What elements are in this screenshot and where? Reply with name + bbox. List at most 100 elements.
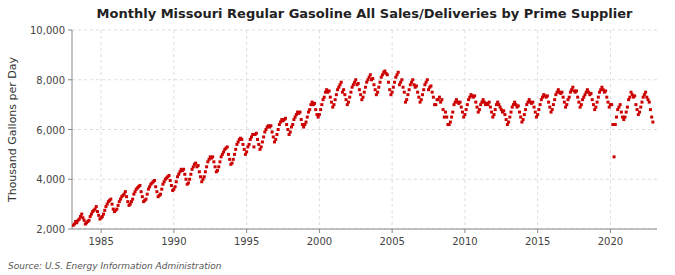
- x-axis-line: [72, 229, 657, 230]
- grid-line: [246, 30, 247, 229]
- point: [233, 153, 236, 156]
- point: [640, 101, 643, 104]
- tick-mark: [101, 229, 102, 233]
- point: [275, 133, 278, 136]
- point: [387, 81, 390, 84]
- tick-label: 2010: [452, 236, 477, 247]
- point: [141, 195, 144, 198]
- point: [144, 198, 147, 201]
- point: [187, 181, 190, 184]
- point: [203, 175, 206, 178]
- point: [241, 143, 244, 146]
- tick-label: 10,000: [30, 25, 65, 36]
- tick-mark: [537, 229, 538, 233]
- point: [591, 98, 594, 101]
- tick-mark: [319, 229, 320, 233]
- grid-line: [72, 229, 657, 230]
- point: [291, 123, 294, 126]
- grid-line: [392, 30, 393, 229]
- point: [451, 111, 454, 114]
- point: [416, 91, 419, 94]
- point: [405, 98, 408, 101]
- point: [426, 78, 429, 81]
- point: [314, 108, 317, 111]
- point: [248, 143, 251, 146]
- point: [509, 111, 512, 114]
- point: [552, 103, 555, 106]
- point: [285, 123, 288, 126]
- point: [445, 116, 448, 119]
- point: [623, 116, 626, 119]
- title: Monthly Missouri Regular Gasoline All Sa…: [97, 6, 633, 21]
- point: [406, 93, 409, 96]
- point: [649, 108, 652, 111]
- point: [289, 130, 292, 133]
- point: [168, 174, 171, 177]
- point: [604, 89, 607, 92]
- point: [329, 96, 332, 99]
- point: [298, 111, 301, 114]
- point: [262, 135, 265, 138]
- point: [87, 219, 90, 222]
- point: [308, 108, 311, 111]
- point: [415, 84, 418, 87]
- point: [328, 89, 331, 92]
- point: [610, 103, 613, 106]
- grid-line: [173, 30, 174, 229]
- point: [256, 138, 259, 141]
- point: [205, 165, 208, 168]
- point: [354, 78, 357, 81]
- point: [377, 86, 380, 89]
- point: [160, 188, 163, 191]
- tick-mark: [610, 229, 611, 233]
- tick-label: 2005: [379, 236, 404, 247]
- point: [182, 168, 185, 171]
- point: [422, 88, 425, 91]
- point: [536, 113, 539, 116]
- tick-mark: [246, 229, 247, 233]
- point: [131, 198, 134, 201]
- point: [590, 92, 593, 95]
- point: [231, 162, 234, 165]
- tick-mark: [68, 229, 72, 230]
- point: [115, 208, 118, 211]
- point: [125, 195, 128, 198]
- grid-line: [72, 129, 657, 130]
- point: [397, 71, 400, 74]
- point: [507, 121, 510, 124]
- point: [318, 113, 321, 116]
- point: [518, 111, 521, 114]
- point: [473, 94, 476, 97]
- point: [102, 213, 105, 216]
- point: [638, 111, 641, 114]
- point: [358, 88, 361, 91]
- grid-line: [72, 179, 657, 180]
- point: [277, 128, 280, 131]
- point: [184, 178, 187, 181]
- point: [159, 193, 162, 196]
- point: [619, 103, 622, 106]
- point: [634, 103, 637, 106]
- point: [400, 78, 403, 81]
- point: [109, 198, 112, 201]
- point: [227, 153, 230, 156]
- point: [575, 89, 578, 92]
- point: [232, 158, 235, 161]
- point: [335, 93, 338, 96]
- point: [174, 185, 177, 188]
- point: [392, 86, 395, 89]
- tick-mark: [68, 179, 72, 180]
- axes: 2,0004,0006,0008,00010,00019851990199520…: [30, 25, 657, 247]
- point: [429, 84, 432, 87]
- point: [211, 155, 214, 158]
- point: [357, 82, 360, 85]
- point: [284, 117, 287, 120]
- point: [523, 113, 526, 116]
- point: [269, 124, 272, 127]
- point: [364, 86, 367, 89]
- point: [153, 179, 156, 182]
- point: [546, 94, 549, 97]
- point: [488, 101, 491, 104]
- point: [319, 108, 322, 111]
- point: [537, 108, 540, 111]
